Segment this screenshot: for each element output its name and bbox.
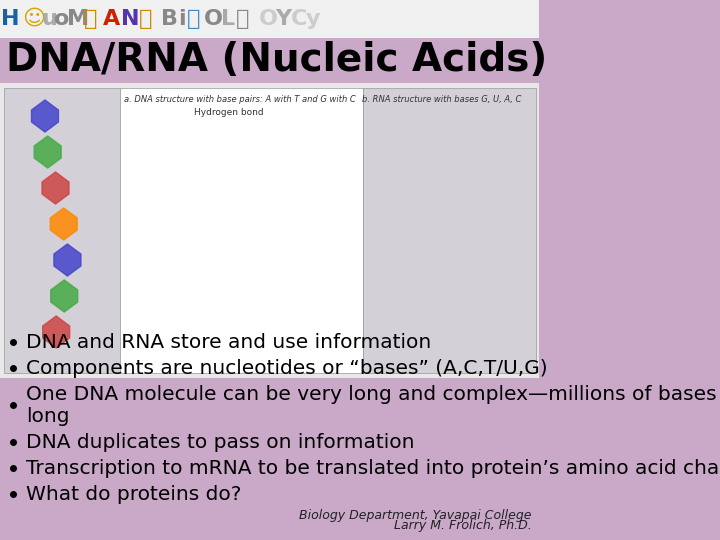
Text: O: O bbox=[258, 9, 277, 29]
FancyBboxPatch shape bbox=[0, 83, 539, 378]
Text: u: u bbox=[41, 9, 57, 29]
Text: Transcription to mRNA to be translated into protein’s amino acid chain: Transcription to mRNA to be translated i… bbox=[26, 458, 720, 477]
Text: C: C bbox=[291, 9, 307, 29]
FancyBboxPatch shape bbox=[120, 88, 364, 373]
Text: DNA duplicates to pass on information: DNA duplicates to pass on information bbox=[26, 433, 415, 451]
FancyBboxPatch shape bbox=[0, 38, 539, 83]
Polygon shape bbox=[34, 136, 61, 168]
Polygon shape bbox=[54, 244, 81, 276]
Polygon shape bbox=[50, 280, 78, 312]
Text: Y: Y bbox=[276, 9, 292, 29]
Text: DNA and RNA store and use information: DNA and RNA store and use information bbox=[26, 333, 431, 352]
Text: b. RNA structure with bases G, U, A, C: b. RNA structure with bases G, U, A, C bbox=[362, 95, 521, 104]
Text: Hydrogen bond: Hydrogen bond bbox=[194, 108, 264, 117]
Text: What do proteins do?: What do proteins do? bbox=[26, 484, 242, 503]
FancyBboxPatch shape bbox=[0, 0, 539, 38]
Text: long: long bbox=[26, 407, 70, 426]
Text: 🔵: 🔵 bbox=[187, 9, 201, 29]
Text: Components are nucleotides or “bases” (A,C,T/U,G): Components are nucleotides or “bases” (A… bbox=[26, 359, 548, 377]
Text: O: O bbox=[204, 9, 222, 29]
Text: N: N bbox=[122, 9, 140, 29]
Text: Larry M. Frolich, Ph.D.: Larry M. Frolich, Ph.D. bbox=[394, 519, 532, 532]
Text: M: M bbox=[68, 9, 89, 29]
Text: H: H bbox=[1, 9, 20, 29]
FancyBboxPatch shape bbox=[364, 88, 536, 373]
Text: One DNA molecule can be very long and complex—millions of bases: One DNA molecule can be very long and co… bbox=[26, 384, 717, 403]
FancyBboxPatch shape bbox=[4, 88, 120, 373]
Text: y: y bbox=[305, 9, 320, 29]
Text: A: A bbox=[104, 9, 121, 29]
Text: a. DNA structure with base pairs: A with T and G with C: a. DNA structure with base pairs: A with… bbox=[124, 95, 356, 104]
Text: 🎭: 🎭 bbox=[138, 9, 152, 29]
Polygon shape bbox=[42, 172, 69, 204]
Polygon shape bbox=[50, 208, 77, 240]
Polygon shape bbox=[32, 100, 58, 132]
Text: Biology Department, Yavapai College: Biology Department, Yavapai College bbox=[300, 509, 532, 522]
Text: 🐙: 🐙 bbox=[236, 9, 249, 29]
Text: ☺: ☺ bbox=[22, 9, 45, 29]
Text: B: B bbox=[161, 9, 178, 29]
Text: o: o bbox=[54, 9, 69, 29]
Polygon shape bbox=[42, 316, 70, 348]
Text: L: L bbox=[221, 9, 235, 29]
Text: i: i bbox=[179, 9, 186, 29]
Text: 👤: 👤 bbox=[84, 9, 97, 29]
Text: DNA/RNA (Nucleic Acids): DNA/RNA (Nucleic Acids) bbox=[6, 42, 547, 79]
FancyBboxPatch shape bbox=[0, 378, 539, 540]
